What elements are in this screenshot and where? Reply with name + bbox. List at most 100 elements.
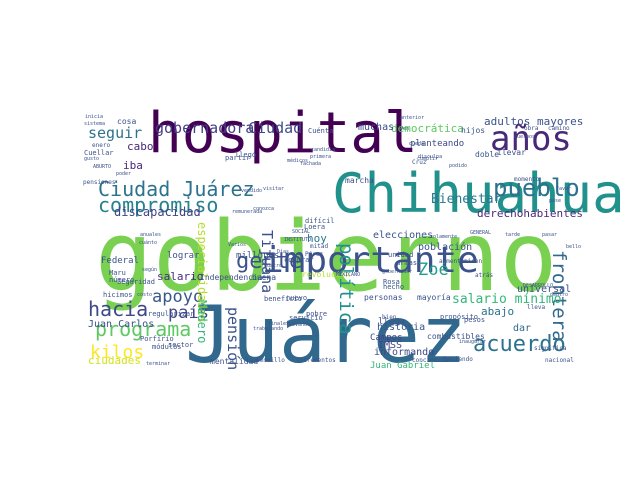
cloud-word: cosa <box>117 117 136 126</box>
cloud-word: sencillo <box>256 357 285 364</box>
cloud-word: dentro <box>550 292 568 298</box>
cloud-word: lograr <box>167 251 200 261</box>
cloud-word: momento <box>514 176 540 183</box>
cloud-word: llegó <box>235 151 256 159</box>
cloud-word: universal <box>517 284 571 295</box>
cloud-word: salario mínimo <box>452 292 562 307</box>
cloud-word: Pérez <box>305 251 323 258</box>
cloud-word: armas <box>396 259 417 267</box>
cloud-word: costo <box>137 292 152 298</box>
cloud-word: pensión <box>224 307 242 370</box>
cloud-word: vendido <box>241 188 262 194</box>
cloud-word: programa <box>95 317 191 341</box>
cloud-word: Ven <box>400 126 409 132</box>
cloud-word: regularizar <box>148 310 194 318</box>
cloud-word: frontera <box>548 250 570 342</box>
cloud-word: bello <box>566 244 581 250</box>
cloud-word: especialidades <box>195 222 209 323</box>
cloud-word: Bienestar <box>431 192 502 207</box>
cloud-word: módulos <box>152 343 182 351</box>
cloud-word: cuánto <box>139 239 157 246</box>
cloud-word: Juárez <box>185 291 467 381</box>
cloud-word: candidia <box>311 147 335 153</box>
cloud-word: informando <box>374 347 434 358</box>
cloud-word: INSTITUTO <box>284 237 311 243</box>
cloud-word: podido <box>449 163 467 169</box>
cloud-word: pasar <box>542 232 557 238</box>
cloud-word: Federal <box>101 256 139 266</box>
cloud-word: Cruz <box>412 159 427 166</box>
cloud-word: Varios <box>228 242 246 248</box>
cloud-word: hacia <box>88 297 148 321</box>
cloud-word: planteando <box>410 139 464 149</box>
cloud-word: nacional <box>545 357 574 364</box>
cloud-word: Maru <box>109 269 126 277</box>
cloud-word: Zoé <box>418 260 449 280</box>
cloud-word: tarde <box>505 232 520 238</box>
cloud-word: mentalidad <box>210 357 258 366</box>
cloud-word: significa <box>534 345 567 352</box>
cloud-word: Chihuahua <box>332 162 625 225</box>
cloud-word: Seguridad <box>117 278 155 286</box>
cloud-word: primera <box>310 154 331 160</box>
cloud-word: Rosa <box>383 278 400 286</box>
cloud-word: anuales <box>140 232 161 238</box>
cloud-word: buena <box>252 273 276 282</box>
cloud-word: camino <box>548 125 570 132</box>
cloud-word: país <box>168 303 209 323</box>
cloud-word: dar <box>513 323 531 334</box>
cloud-word: personas <box>364 293 403 302</box>
cloud-word: solamente <box>430 234 457 240</box>
cloud-word: sector <box>168 341 193 349</box>
cloud-word: unidad <box>388 251 413 259</box>
cloud-word: derechohabientes <box>477 207 583 220</box>
cloud-word: pobre <box>306 310 327 318</box>
cloud-word: trabajando <box>253 326 283 332</box>
cloud-word: Loera <box>304 223 325 231</box>
cloud-word: MEXICANO <box>336 272 360 278</box>
cloud-word: IMSS <box>378 340 402 351</box>
cloud-word: pase <box>549 198 561 204</box>
cloud-word: salario <box>157 270 203 283</box>
cloud-word: compromiso <box>98 193 218 217</box>
cloud-word: Porfirio <box>140 335 174 343</box>
cloud-word: llevando <box>286 322 310 328</box>
cloud-word: beneficio <box>264 295 302 303</box>
cloud-background <box>75 108 571 372</box>
cloud-word: pueblo <box>493 174 580 202</box>
cloud-word: Juan Gabriel <box>370 361 435 371</box>
cloud-word: servicio <box>289 314 323 322</box>
cloud-word: kilos <box>90 342 144 363</box>
cloud-word: Cuénta <box>308 127 333 135</box>
cloud-word: remunerada <box>232 209 262 215</box>
cloud-word: hoy <box>307 232 327 245</box>
cloud-word: hecho <box>383 283 404 291</box>
cloud-word: cumplir <box>417 156 438 162</box>
cloud-word: pesos <box>464 316 485 324</box>
cloud-word: miren <box>464 258 482 265</box>
cloud-word: inaugurar <box>459 339 486 345</box>
cloud-word: favor <box>556 186 571 192</box>
cloud-word: cabo <box>127 140 154 153</box>
cloud-word: obra <box>524 125 539 132</box>
cloud-word: Días <box>277 248 289 255</box>
cloud-word: Juan Carlos <box>88 319 154 330</box>
cloud-word: Madero <box>195 300 209 343</box>
cloud-word: enero <box>92 142 110 149</box>
cloud-word: mayoría <box>417 293 451 302</box>
cloud-word: doble <box>475 150 499 159</box>
cloud-word: lleva <box>527 304 545 311</box>
cloud-word: incrementos <box>296 357 336 364</box>
cloud-word: hospital <box>148 101 418 166</box>
cloud-word: seguir <box>88 124 142 142</box>
cloud-word: comprar <box>284 256 314 264</box>
cloud-word: llega <box>378 317 405 327</box>
cloud-word: nuevo <box>286 294 307 302</box>
cloud-word: muchas <box>358 122 394 133</box>
cloud-word: conciencia <box>412 357 449 364</box>
cloud-word: según <box>142 266 157 273</box>
cloud-word: gente <box>236 249 302 274</box>
cloud-word: haciendo <box>444 356 473 363</box>
cloud-word: difícil <box>305 217 335 225</box>
